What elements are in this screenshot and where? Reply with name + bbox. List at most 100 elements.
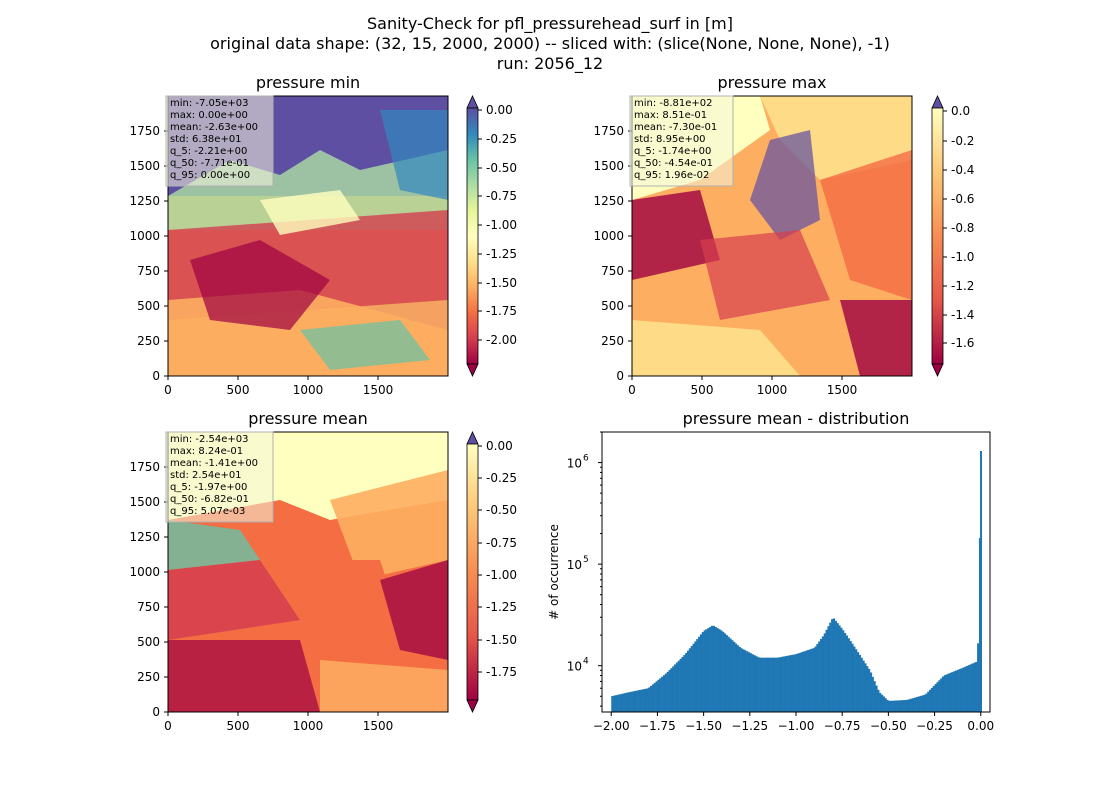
histogram-bar <box>655 681 658 712</box>
histogram-bar <box>954 670 958 712</box>
y-tick-label: 500 <box>137 635 160 649</box>
y-tick-label: 750 <box>601 264 624 278</box>
histogram-bar <box>674 664 677 712</box>
stats-line: q_5: -1.74e+00 <box>634 146 711 157</box>
histogram-bar <box>786 655 789 712</box>
histogram-bar <box>650 685 653 712</box>
histogram-bar <box>614 695 618 712</box>
panel-pressure-min: pressure min 0 500 1000 1500 0 250 500 7… <box>129 73 517 397</box>
y-tick-exponent: 4 <box>583 657 589 667</box>
stats-line: max: 8.24e-01 <box>170 446 243 457</box>
histogram-bar <box>947 673 950 712</box>
y-tick-label: 1000 <box>129 229 160 243</box>
colorbar-tick-label: -0.50 <box>486 503 517 517</box>
histogram-bar <box>969 664 972 712</box>
x-tick-label: 1500 <box>827 383 858 397</box>
y-tick-label: 750 <box>137 600 160 614</box>
histogram-bar <box>934 684 937 712</box>
stats-line: std: 6.38e+01 <box>170 134 242 145</box>
histogram-bar <box>921 695 924 712</box>
histogram-bar <box>620 693 623 712</box>
y-tick-label: 1250 <box>129 194 160 208</box>
figure-title-line-2: original data shape: (32, 15, 2000, 2000… <box>210 34 890 53</box>
x-tick-label: 1000 <box>293 383 324 397</box>
colorbar-tick-label: -0.25 <box>486 471 517 485</box>
histogram-bar <box>890 700 893 712</box>
histogram-bar <box>679 658 682 712</box>
histogram-bar <box>962 667 965 712</box>
histogram-bar <box>831 619 834 712</box>
histogram-bar <box>940 678 943 712</box>
histogram-bar <box>783 656 786 712</box>
y-tick-label: 1500 <box>129 159 160 173</box>
histogram-bar <box>853 646 856 712</box>
histogram-bar <box>932 685 935 712</box>
histogram-bar <box>735 643 738 712</box>
histogram-bar <box>796 653 799 712</box>
histogram-bar <box>631 691 634 712</box>
stats-line: min: -2.54e+03 <box>170 434 249 445</box>
x-tick-label: −2.00 <box>593 719 630 733</box>
histogram-bar <box>788 655 791 712</box>
histogram-bar <box>627 692 631 712</box>
histogram-bar <box>814 646 817 712</box>
panel-title: pressure mean <box>248 409 368 428</box>
histogram-bar <box>633 691 636 712</box>
histogram-bar <box>799 652 802 712</box>
y-ticks: 0 250 500 750 1000 1250 1500 1750 <box>129 460 168 719</box>
x-tick-label: 1000 <box>757 383 788 397</box>
y-tick-label: 1000 <box>129 565 160 579</box>
histogram-bar <box>945 674 948 712</box>
histogram-bar <box>648 687 651 712</box>
histogram-bar <box>869 672 873 712</box>
histogram-bar <box>864 663 867 712</box>
histogram-bar <box>731 640 734 712</box>
histogram-bar <box>613 695 616 712</box>
x-tick-label: 0 <box>164 383 172 397</box>
panel-pressure-mean-distribution: pressure mean - distribution −2.00 −1.75−… <box>547 409 994 733</box>
histogram-bar <box>829 622 832 712</box>
histogram-bar <box>686 650 690 712</box>
histogram-bar <box>790 655 793 712</box>
histogram-bar <box>640 689 643 712</box>
histogram-bar <box>797 653 800 712</box>
histogram-bar <box>888 700 891 712</box>
histogram-bar <box>775 657 778 712</box>
x-tick-label: 0 <box>164 719 172 733</box>
histogram-bar <box>611 696 614 712</box>
figure-title-line-3: run: 2056_12 <box>496 54 604 73</box>
histogram-bar <box>917 696 921 712</box>
histogram-bar <box>666 671 669 712</box>
histogram-bar <box>965 665 969 712</box>
x-tick-label: −0.50 <box>870 719 907 733</box>
histogram-bar <box>709 626 712 712</box>
y-tick-label: 0 <box>152 369 160 383</box>
histogram-bar <box>919 695 922 712</box>
histogram-bar <box>906 699 910 712</box>
histogram-bar <box>803 651 806 712</box>
histogram-bar <box>855 649 858 712</box>
histogram-bar <box>760 657 764 712</box>
x-ticks: 0 500 1000 1500 <box>164 376 393 397</box>
histogram-bar <box>638 689 642 712</box>
histogram-bar <box>930 687 934 712</box>
colorbar-tick-label: -0.75 <box>486 536 517 550</box>
y-axis-label: # of occurrence <box>547 524 561 620</box>
histogram-bar <box>716 628 719 712</box>
y-tick-label: 1750 <box>129 124 160 138</box>
histogram-bar <box>662 675 666 712</box>
y-tick-label: 500 <box>601 299 624 313</box>
histogram-bar <box>805 650 808 712</box>
histogram-bar <box>668 670 671 712</box>
histogram-bar <box>729 638 732 712</box>
y-tick-label: 10 <box>567 660 582 674</box>
x-ticks: 0 500 1000 1500 <box>628 376 857 397</box>
histogram-bar <box>720 630 723 712</box>
colorbar-tick-label: -0.6 <box>951 192 974 206</box>
stats-line: mean: -2.63e+00 <box>170 122 258 133</box>
histogram-bar <box>840 627 843 712</box>
histogram-bar <box>642 689 645 712</box>
histogram-bar <box>622 693 625 712</box>
histogram-bar <box>873 681 876 712</box>
